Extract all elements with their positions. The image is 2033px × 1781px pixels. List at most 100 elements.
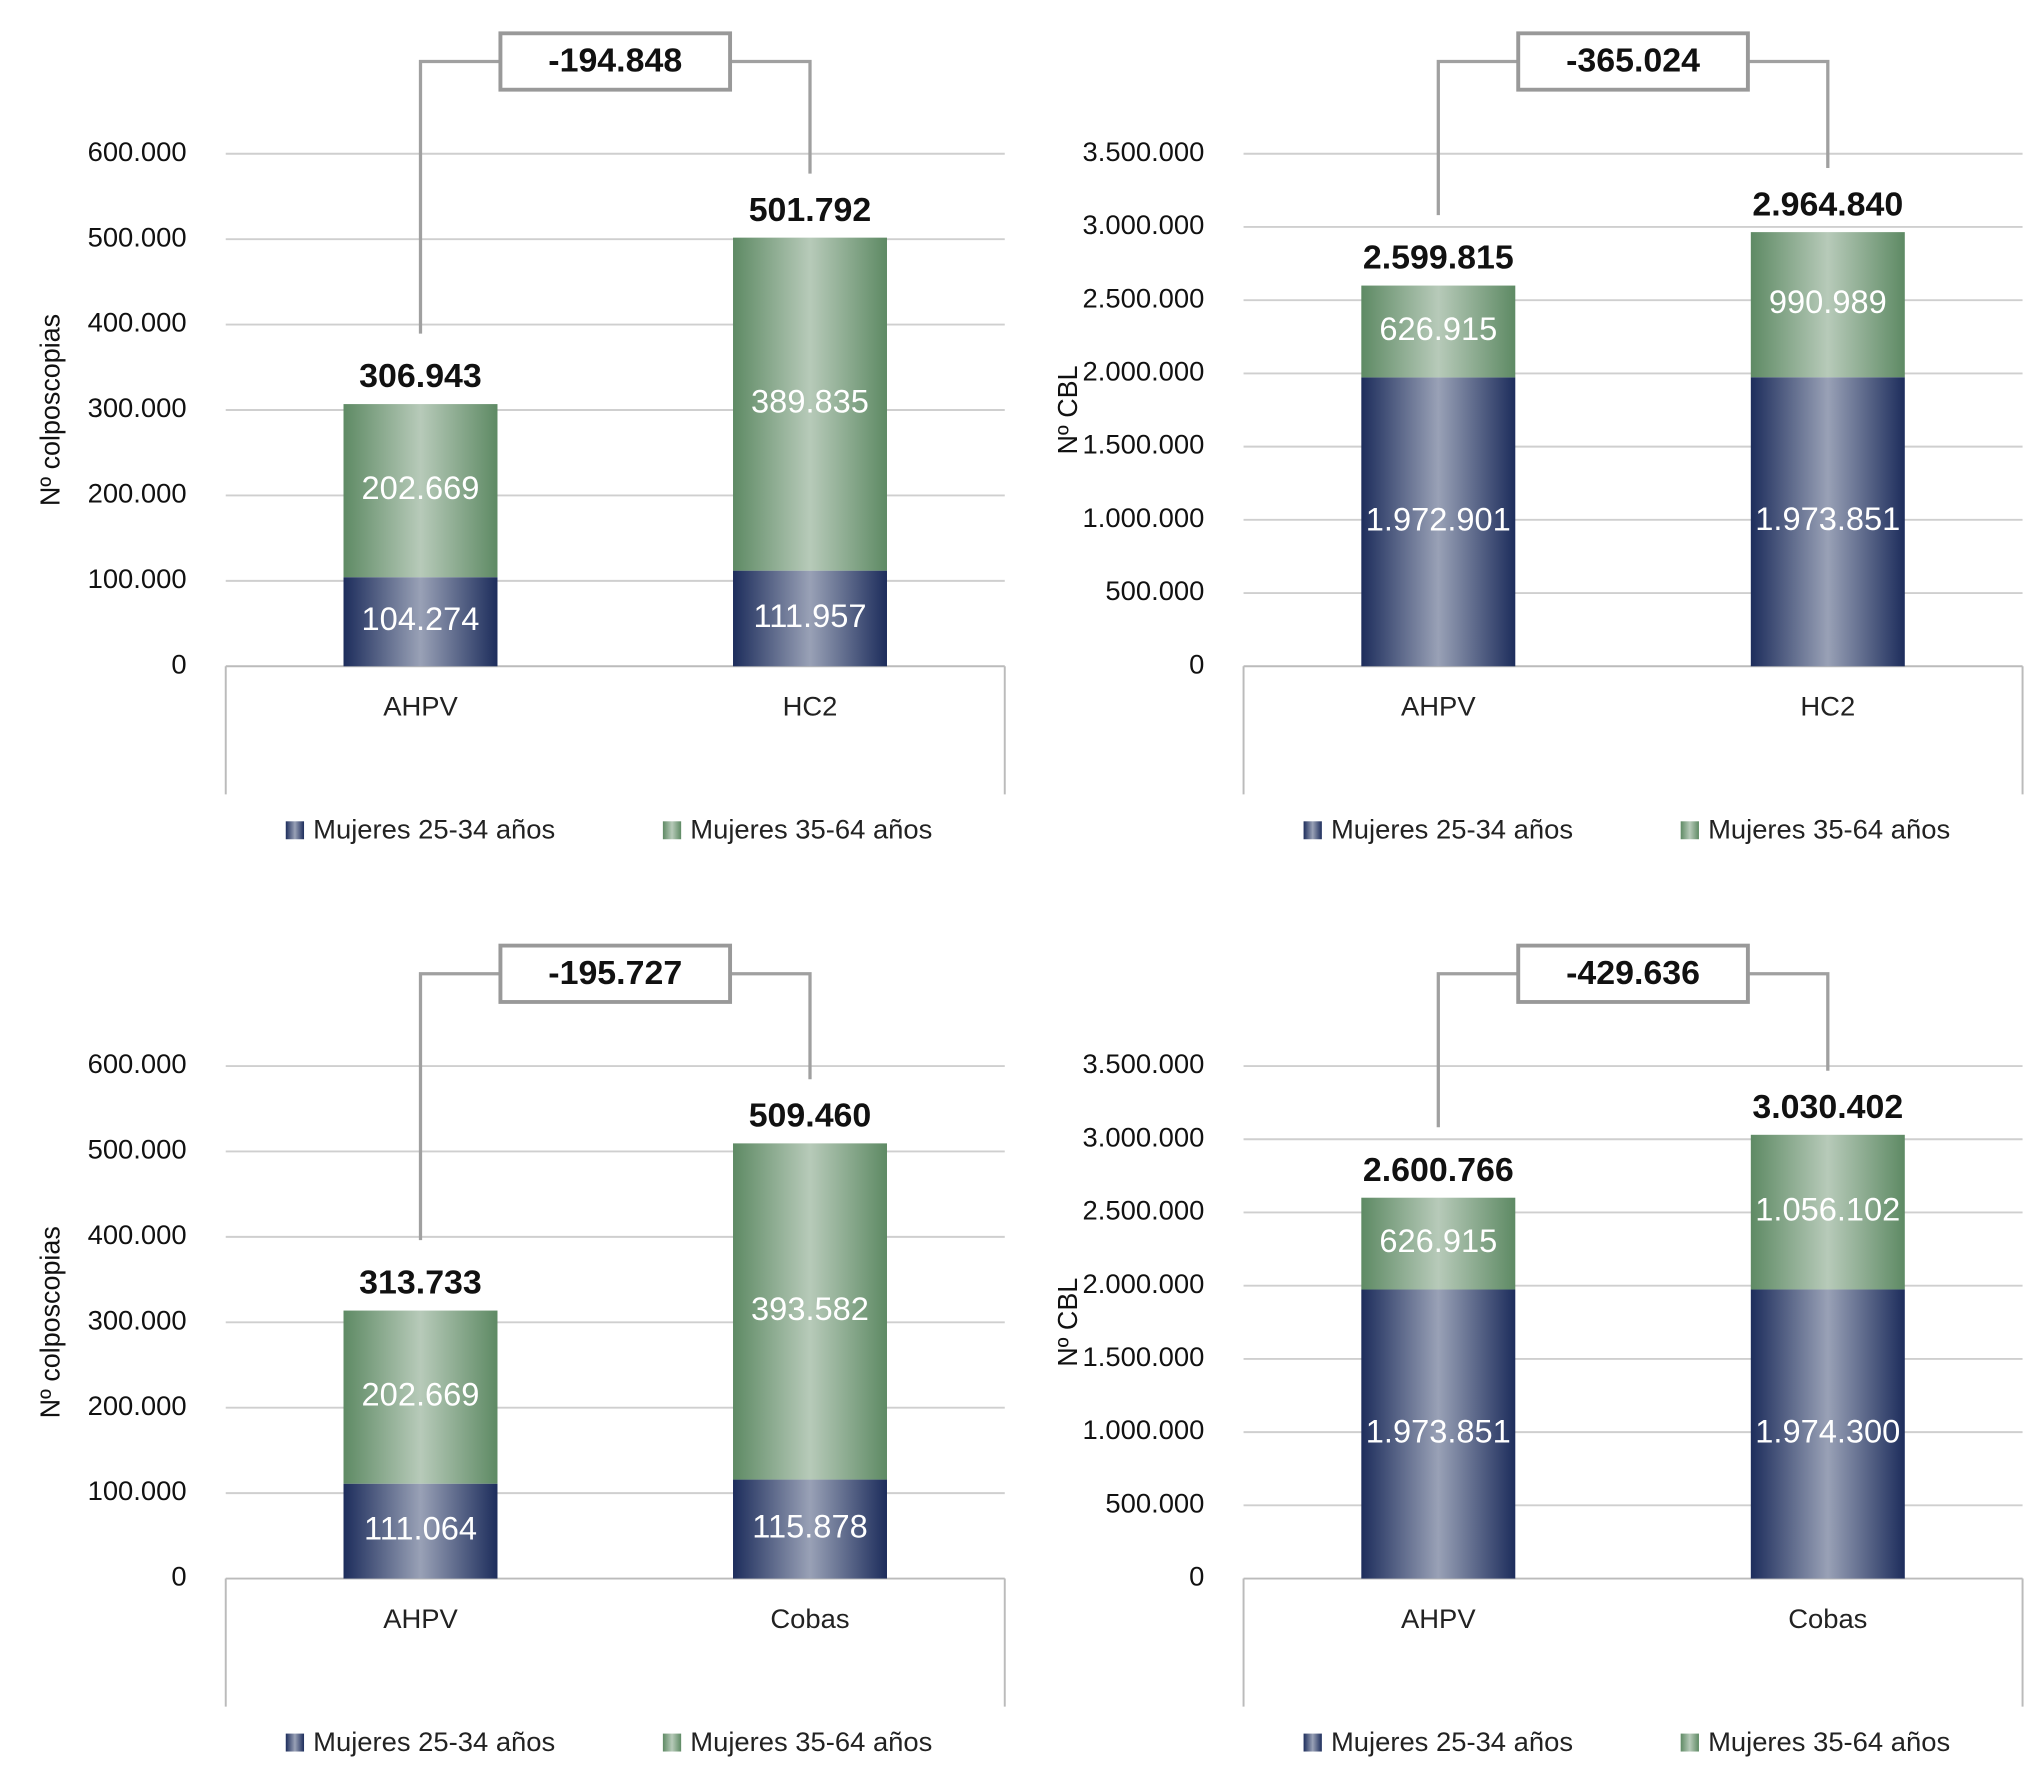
y-tick-label: 100.000	[88, 1475, 187, 1506]
y-tick-label: 1.000.000	[1083, 1414, 1205, 1445]
y-tick-label: 3.500.000	[1083, 136, 1205, 167]
y-tick-label: 100.000	[88, 563, 187, 594]
segment-label: 111.064	[364, 1511, 477, 1547]
chart-panel: 0 100.000 200.000 300.000 400.000 500.000 600.…	[34, 943, 1006, 1757]
total-label: 313.733	[359, 1265, 482, 1302]
y-tick-label: 2.500.000	[1083, 283, 1205, 314]
bar-segment	[733, 570, 887, 667]
segment-label: 626.915	[1379, 311, 1497, 347]
bar-segment	[1750, 232, 1905, 378]
legend-swatch	[1303, 1733, 1322, 1752]
difference-label: -429.636	[1566, 955, 1700, 992]
y-axis-label: Nº CBL	[1052, 1278, 1083, 1367]
bar-segment	[1361, 1197, 1516, 1290]
segment-label: 1.972.901	[1366, 502, 1511, 538]
segment-label: 990.989	[1769, 284, 1887, 320]
difference-box	[1516, 31, 1750, 92]
legend-label: Mujeres 25-34 años	[313, 1726, 555, 1757]
x-tick-label: AHPV	[383, 691, 458, 722]
segment-label: 115.878	[752, 1509, 867, 1545]
y-tick-label: 0	[171, 649, 186, 680]
chart-panel: 0 500.000 1.000.000 1.500.000 2.000.000 2.500…	[1052, 31, 2024, 845]
segment-label: 1.973.851	[1755, 501, 1900, 537]
bar-segment	[343, 577, 498, 667]
difference-box	[498, 943, 733, 1004]
y-tick-label: 1.000.000	[1083, 502, 1205, 533]
bar-segment	[733, 1479, 887, 1579]
y-tick-label: 400.000	[88, 307, 187, 338]
bar-segment	[343, 404, 498, 578]
bar-segment	[1361, 285, 1516, 378]
x-tick-label: Cobas	[770, 1603, 849, 1634]
total-label: 2.964.840	[1752, 187, 1903, 224]
x-tick-label: HC2	[1800, 691, 1855, 722]
y-tick-label: 2.500.000	[1083, 1195, 1205, 1226]
y-tick-label: 300.000	[88, 1305, 187, 1336]
y-tick-label: 2.000.000	[1083, 1268, 1205, 1299]
y-tick-label: 500.000	[1105, 1488, 1204, 1519]
bar-segment	[1750, 377, 1905, 667]
chart-panel: 0 100.000 200.000 300.000 400.000 500.000 600.…	[34, 31, 1006, 845]
y-tick-label: 500.000	[88, 1134, 187, 1165]
legend-label: Mujeres 25-34 años	[313, 814, 555, 845]
legend-label: Mujeres 25-34 años	[1331, 1726, 1573, 1757]
x-tick-label: AHPV	[1401, 1603, 1476, 1634]
legend-label: Mujeres 35-64 años	[1708, 814, 1950, 845]
y-tick-label: 2.000.000	[1083, 356, 1205, 387]
bar-segment	[343, 1310, 498, 1484]
difference-label: -194.848	[548, 43, 682, 80]
legend-label: Mujeres 25-34 años	[1331, 814, 1573, 845]
y-axis-label: Nº CBL	[1052, 365, 1083, 454]
y-tick-label: 400.000	[88, 1219, 187, 1250]
x-tick-label: AHPV	[1401, 691, 1476, 722]
total-label: 509.460	[749, 1098, 872, 1135]
segment-label: 389.835	[751, 384, 869, 420]
segment-label: 202.669	[362, 470, 480, 506]
segment-label: 1.973.851	[1366, 1414, 1511, 1450]
legend-label: Mujeres 35-64 años	[690, 1726, 932, 1757]
bar-segment	[1361, 377, 1516, 667]
x-tick-label: AHPV	[383, 1603, 458, 1634]
y-tick-label: 1.500.000	[1083, 1341, 1205, 1372]
bar-segment	[1750, 1289, 1905, 1579]
total-label: 306.943	[359, 359, 482, 396]
legend-label: Mujeres 35-64 años	[690, 814, 932, 845]
y-tick-label: 0	[1189, 649, 1204, 680]
y-tick-label: 3.500.000	[1083, 1048, 1205, 1079]
segment-label: 104.274	[362, 601, 480, 637]
x-tick-label: HC2	[783, 691, 838, 722]
bar-segment	[733, 1143, 887, 1480]
difference-box	[1516, 943, 1750, 1004]
segment-label: 1.056.102	[1755, 1192, 1900, 1228]
total-label: 501.792	[749, 192, 872, 229]
y-tick-label: 0	[1189, 1561, 1204, 1592]
segment-label: 626.915	[1379, 1223, 1497, 1259]
segment-label: 111.957	[753, 598, 866, 634]
y-tick-label: 600.000	[88, 136, 187, 167]
difference-label: -365.024	[1566, 43, 1700, 80]
legend-swatch	[662, 1733, 682, 1752]
bar-segment	[1750, 1134, 1905, 1290]
y-tick-label: 1.500.000	[1083, 429, 1205, 460]
y-tick-label: 300.000	[88, 392, 187, 423]
y-tick-label: 3.000.000	[1083, 209, 1205, 240]
bar-segment	[733, 237, 887, 571]
total-label: 2.600.766	[1363, 1152, 1514, 1189]
segment-label: 393.582	[751, 1291, 869, 1327]
y-tick-label: 3.000.000	[1083, 1122, 1205, 1153]
segment-label: 202.669	[362, 1377, 480, 1413]
y-axis-label: Nº colposcopias	[34, 314, 65, 506]
y-tick-label: 500.000	[1105, 575, 1204, 606]
y-tick-label: 0	[171, 1561, 186, 1592]
total-label: 3.030.402	[1752, 1089, 1903, 1126]
legend-swatch	[1680, 1733, 1699, 1752]
legend-swatch	[285, 1733, 305, 1752]
x-tick-label: Cobas	[1788, 1603, 1867, 1634]
legend-swatch	[1303, 821, 1322, 840]
legend-swatch	[1680, 821, 1699, 840]
difference-label: -195.727	[548, 955, 682, 992]
difference-box	[498, 31, 733, 92]
segment-label: 1.974.300	[1755, 1414, 1900, 1450]
y-tick-label: 200.000	[88, 478, 187, 509]
